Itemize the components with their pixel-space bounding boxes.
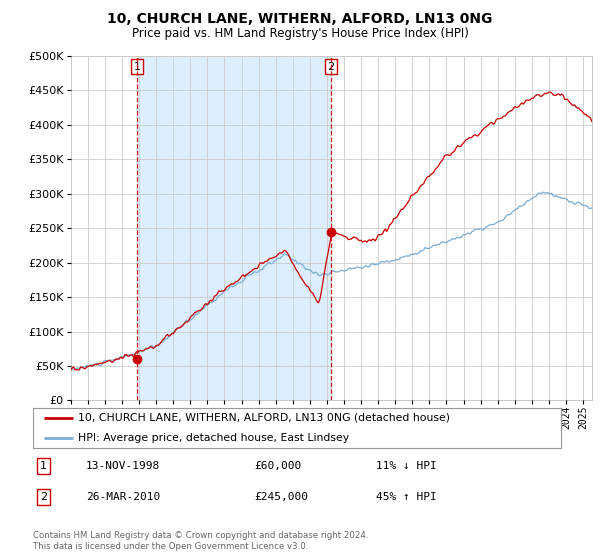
Text: 2: 2 <box>40 492 47 502</box>
Text: This data is licensed under the Open Government Licence v3.0.: This data is licensed under the Open Gov… <box>33 542 308 551</box>
Text: Price paid vs. HM Land Registry's House Price Index (HPI): Price paid vs. HM Land Registry's House … <box>131 27 469 40</box>
Text: 11% ↓ HPI: 11% ↓ HPI <box>376 461 437 471</box>
Text: 1: 1 <box>133 62 140 72</box>
Text: 10, CHURCH LANE, WITHERN, ALFORD, LN13 0NG: 10, CHURCH LANE, WITHERN, ALFORD, LN13 0… <box>107 12 493 26</box>
Text: £60,000: £60,000 <box>255 461 302 471</box>
Text: 26-MAR-2010: 26-MAR-2010 <box>86 492 160 502</box>
Text: HPI: Average price, detached house, East Lindsey: HPI: Average price, detached house, East… <box>78 433 349 443</box>
Text: £245,000: £245,000 <box>255 492 309 502</box>
Text: 10, CHURCH LANE, WITHERN, ALFORD, LN13 0NG (detached house): 10, CHURCH LANE, WITHERN, ALFORD, LN13 0… <box>78 413 450 423</box>
Text: 1: 1 <box>40 461 47 471</box>
Text: Contains HM Land Registry data © Crown copyright and database right 2024.: Contains HM Land Registry data © Crown c… <box>33 531 368 540</box>
Bar <box>137 56 331 400</box>
Text: 45% ↑ HPI: 45% ↑ HPI <box>376 492 437 502</box>
Text: 2: 2 <box>327 62 334 72</box>
Text: 13-NOV-1998: 13-NOV-1998 <box>86 461 160 471</box>
